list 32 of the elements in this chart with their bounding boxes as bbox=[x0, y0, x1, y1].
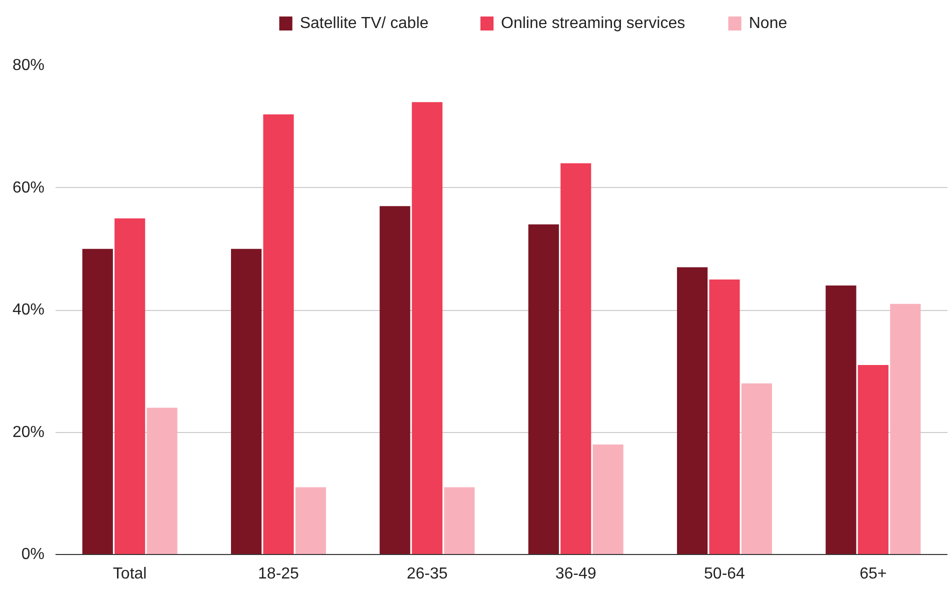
bar bbox=[295, 487, 326, 554]
bar bbox=[146, 408, 178, 554]
legend-label: None bbox=[748, 15, 788, 32]
bar bbox=[890, 304, 921, 554]
x-tick-label: 36-49 bbox=[555, 566, 596, 582]
bar bbox=[741, 383, 772, 554]
bar bbox=[826, 286, 856, 554]
x-tick-label: Total bbox=[112, 566, 147, 582]
bar bbox=[230, 248, 262, 554]
y-tick-label: 40% bbox=[12, 302, 45, 318]
legend-label: Online streaming services bbox=[501, 15, 686, 32]
bar bbox=[676, 267, 708, 554]
bar bbox=[592, 444, 624, 554]
y-tick-label: 20% bbox=[12, 424, 45, 441]
bar bbox=[444, 487, 475, 554]
bar bbox=[858, 365, 888, 554]
bar bbox=[412, 102, 442, 554]
bar bbox=[82, 248, 113, 554]
x-tick-label: 50-64 bbox=[704, 566, 746, 582]
bar bbox=[114, 218, 146, 554]
bar bbox=[380, 206, 410, 554]
x-tick-label: 18-25 bbox=[258, 566, 300, 582]
legend-label: Satellite TV/ cable bbox=[300, 15, 429, 32]
bar bbox=[709, 279, 740, 554]
y-tick-label: 80% bbox=[12, 57, 45, 74]
y-tick-label: 60% bbox=[12, 179, 45, 196]
y-tick-label: 0% bbox=[21, 546, 44, 563]
x-tick-label: 65+ bbox=[860, 566, 887, 582]
bar bbox=[560, 163, 592, 554]
bar bbox=[263, 114, 294, 554]
bar bbox=[528, 224, 559, 554]
x-tick-label: 26-35 bbox=[406, 566, 448, 582]
